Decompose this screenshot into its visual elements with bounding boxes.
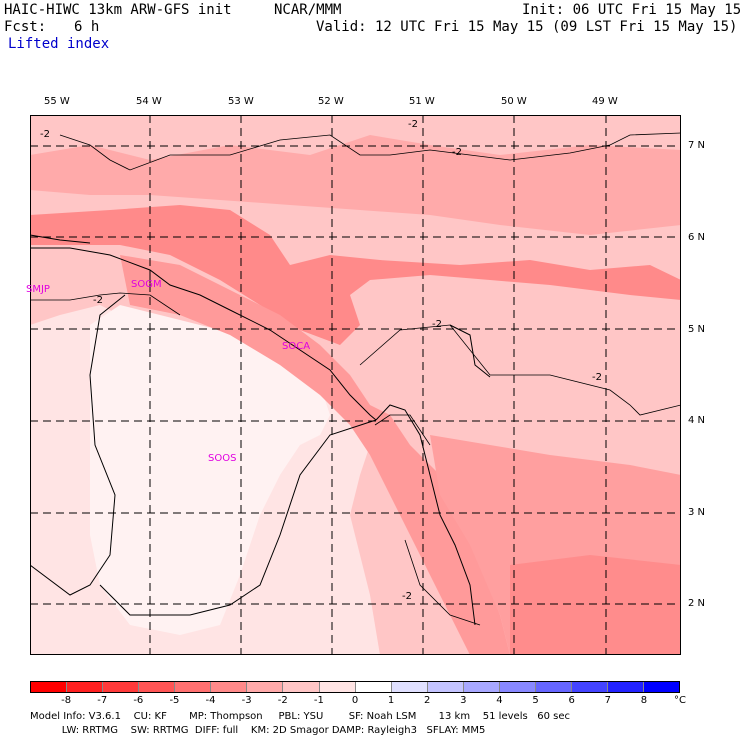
lon-label: 54 W xyxy=(136,96,162,107)
contour-lines xyxy=(30,132,681,626)
model-info-line2: LW: RRTMG SW: RRTMG DIFF: full KM: 2D Sm… xyxy=(30,725,486,736)
center-label: NCAR/MMM xyxy=(274,2,342,18)
map-frame xyxy=(30,115,681,655)
station-label: SOCA xyxy=(282,341,311,352)
colorbar-tick-label: 0 xyxy=(351,695,359,706)
stable-pocket xyxy=(370,325,681,430)
station-label: SOGM xyxy=(131,279,162,290)
colorbar-tick-label: 4 xyxy=(496,695,503,706)
moderate-band-north xyxy=(30,135,681,235)
colorbar-swatch xyxy=(535,682,572,692)
unstable-band-central xyxy=(30,205,681,345)
contour-label-group: -2 -2 -2 -2 -2 -2 -2 xyxy=(40,119,602,602)
lifted-index-map: -2 -2 -2 -2 -2 -2 -2 xyxy=(30,115,681,655)
colorbar-swatch xyxy=(463,682,500,692)
colorbar-tick-label: 1 xyxy=(387,695,395,706)
lon-label: 50 W xyxy=(501,96,527,107)
lat-label: 6 N xyxy=(688,232,706,243)
model-title: HAIC-HIWC 13km ARW-GFS init xyxy=(4,2,232,18)
colorbar-swatch xyxy=(103,682,140,692)
colorbar-tick-label: 7 xyxy=(604,695,611,706)
unstable-coastal-band xyxy=(120,255,510,655)
colorbar-tick-label: -2 xyxy=(277,695,288,706)
valid-time: Valid: 12 UTC Fri 15 May 15 (09 LST Fri … xyxy=(316,19,738,35)
colorbar-swatch xyxy=(31,682,68,692)
unstable-region-far-southeast xyxy=(510,555,681,655)
lat-label: 3 N xyxy=(688,507,706,518)
colorbar-swatch xyxy=(427,682,464,692)
colorbar-swatch xyxy=(319,682,356,692)
colorbar-swatch xyxy=(175,682,212,692)
colorbar-tick-label: -8 xyxy=(61,695,72,706)
colorbar-swatch xyxy=(571,682,608,692)
colorbar-swatch xyxy=(139,682,176,692)
contour-label: -2 xyxy=(452,147,462,158)
colorbar-tick-label: -4 xyxy=(205,695,216,706)
colorbar-swatch xyxy=(608,682,645,692)
lon-label: 55 W xyxy=(44,96,70,107)
field-name: Lifted index xyxy=(8,36,110,52)
colorbar-tick-label: 2 xyxy=(424,695,431,706)
model-info-line1: Model Info: V3.6.1 CU: KF MP: Thompson P… xyxy=(30,711,570,722)
contour-label: -2 xyxy=(402,591,412,602)
colorbar-swatch xyxy=(391,682,428,692)
lat-label: 5 N xyxy=(688,324,706,335)
colorbar-swatch xyxy=(355,682,392,692)
contour-label: -2 xyxy=(432,319,442,330)
contour-label: -2 xyxy=(93,295,103,306)
colorbar-tick-label: 3 xyxy=(460,695,467,706)
forecast-hour: 6 h xyxy=(74,19,100,35)
coastline-borders xyxy=(30,234,491,626)
contour-label: -2 xyxy=(408,119,418,130)
colorbar-tick-label: 5 xyxy=(532,695,539,706)
colorbar-swatch xyxy=(67,682,104,692)
station-label: SOOS xyxy=(208,453,237,464)
lon-label: 53 W xyxy=(228,96,254,107)
colorbar-swatch xyxy=(247,682,284,692)
lon-label: 49 W xyxy=(592,96,618,107)
colorbar-tick-label: -5 xyxy=(169,695,180,706)
lat-label: 7 N xyxy=(688,140,706,151)
contour-label: -2 xyxy=(40,129,50,140)
colorbar-tick-label: 6 xyxy=(568,695,575,706)
contour-label: -2 xyxy=(592,372,602,383)
lon-label: 52 W xyxy=(318,96,344,107)
colorbar-swatch xyxy=(499,682,536,692)
colorbar-tick-label: -6 xyxy=(133,695,144,706)
lon-label: 51 W xyxy=(409,96,435,107)
colorbar-tick-label: 8 xyxy=(640,695,648,706)
colorbar-unit: °C xyxy=(674,695,686,706)
graticule xyxy=(30,115,681,655)
forecast-label: Fcst: xyxy=(4,19,47,35)
lat-label: 4 N xyxy=(688,415,706,426)
colorbar-tick-label: -7 xyxy=(97,695,108,706)
very-low-instability-zone xyxy=(90,305,330,635)
lat-label: 2 N xyxy=(688,598,706,609)
colorbar-tick-label: -3 xyxy=(241,695,252,706)
station-label: SMJP xyxy=(26,284,50,295)
init-time: Init: 06 UTC Fri 15 May 15 xyxy=(522,2,740,18)
colorbar-swatch xyxy=(283,682,320,692)
colorbar-tick-label: -1 xyxy=(313,695,324,706)
colorbar-swatch xyxy=(211,682,248,692)
colorbar-swatch xyxy=(644,682,680,692)
colorbar xyxy=(30,681,680,693)
